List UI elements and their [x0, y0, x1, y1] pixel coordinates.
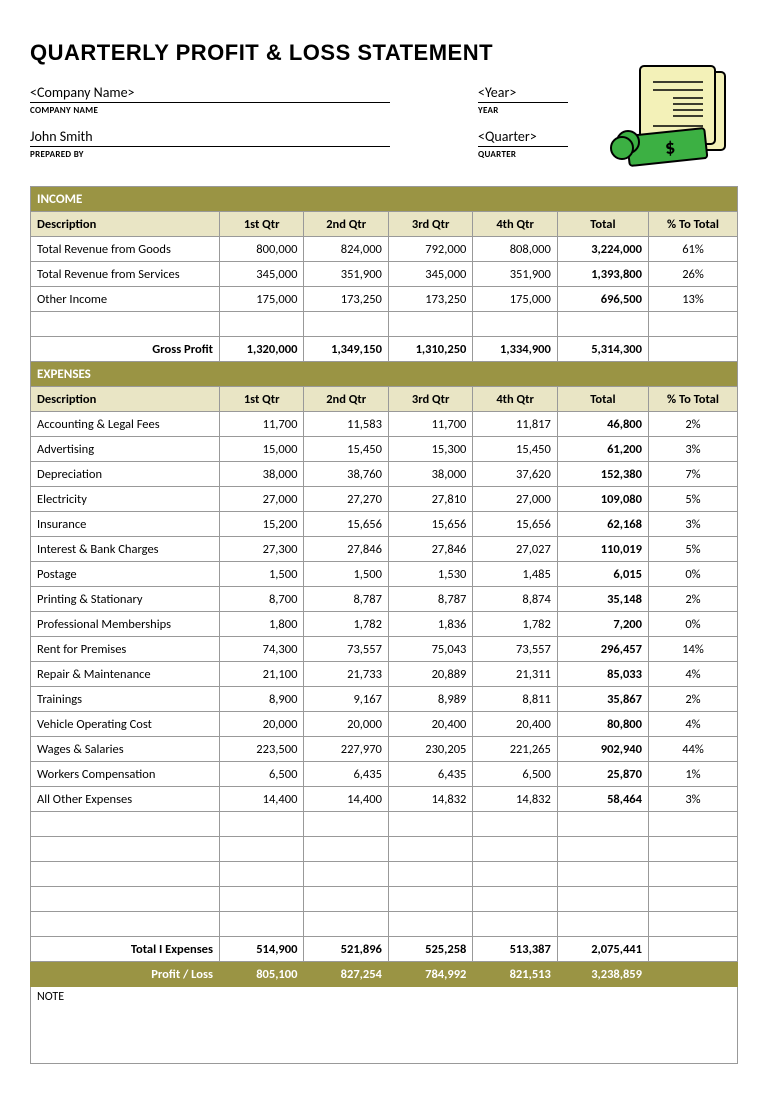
year-label: YEAR	[478, 105, 568, 116]
table-row: Interest & Bank Charges27,30027,84627,84…	[31, 537, 738, 562]
column-header: 3rd Qtr	[388, 387, 472, 412]
prepared-field: John Smith PREPARED BY	[30, 128, 438, 160]
table-row: Printing & Stationary8,7008,7878,7878,87…	[31, 587, 738, 612]
table-row: Insurance15,20015,65615,65615,65662,1683…	[31, 512, 738, 537]
column-header: % To Total	[648, 387, 737, 412]
table-row: Workers Compensation6,5006,4356,4356,500…	[31, 762, 738, 787]
table-row: Accounting & Legal Fees11,70011,58311,70…	[31, 412, 738, 437]
year-value[interactable]: <Year>	[478, 84, 568, 103]
column-header: 4th Qtr	[473, 212, 557, 237]
column-header: % To Total	[648, 212, 737, 237]
table-row: Wages & Salaries223,500227,970230,205221…	[31, 737, 738, 762]
column-header: Total	[557, 387, 648, 412]
section-header: EXPENSES	[31, 362, 738, 387]
table-row: Professional Memberships1,8001,7821,8361…	[31, 612, 738, 637]
table-row: Postage1,5001,5001,5301,4856,0150%	[31, 562, 738, 587]
column-header: 2nd Qtr	[304, 212, 388, 237]
money-clipart-icon: $	[598, 64, 738, 174]
summary-row: Gross Profit1,320,0001,349,1501,310,2501…	[31, 337, 738, 362]
company-value[interactable]: <Company Name>	[30, 84, 390, 103]
column-header: Description	[31, 212, 220, 237]
column-header: 3rd Qtr	[388, 212, 472, 237]
table-row: Other Income175,000173,250173,250175,000…	[31, 287, 738, 312]
quarter-label: QUARTER	[478, 149, 568, 160]
section-header: INCOME	[31, 187, 738, 212]
pnl-table: INCOMEDescription1st Qtr2nd Qtr3rd Qtr4t…	[30, 186, 738, 987]
company-field: <Company Name> COMPANY NAME	[30, 84, 438, 116]
column-header: 1st Qtr	[219, 387, 303, 412]
quarter-value[interactable]: <Quarter>	[478, 128, 568, 147]
table-row: Total Revenue from Services345,000351,90…	[31, 262, 738, 287]
summary-row: Profit / Loss805,100827,254784,992821,51…	[31, 962, 738, 987]
column-header: 2nd Qtr	[304, 387, 388, 412]
table-row: Rent for Premises74,30073,55775,04373,55…	[31, 637, 738, 662]
table-row: All Other Expenses14,40014,40014,83214,8…	[31, 787, 738, 812]
table-row: Vehicle Operating Cost20,00020,00020,400…	[31, 712, 738, 737]
company-label: COMPANY NAME	[30, 105, 438, 116]
summary-row: Total I Expenses514,900521,896525,258513…	[31, 937, 738, 962]
note-area[interactable]: NOTE	[30, 987, 738, 1064]
table-row: Depreciation38,00038,76038,00037,620152,…	[31, 462, 738, 487]
column-header: Description	[31, 387, 220, 412]
table-row: Trainings8,9009,1678,9898,81135,8672%	[31, 687, 738, 712]
prepared-value[interactable]: John Smith	[30, 128, 390, 147]
table-row: Electricity27,00027,27027,81027,000109,0…	[31, 487, 738, 512]
header-fields: <Company Name> COMPANY NAME John Smith P…	[30, 84, 738, 172]
page-title: QUARTERLY PROFIT & LOSS STATEMENT	[30, 40, 738, 66]
quarter-field: <Quarter> QUARTER	[478, 128, 568, 160]
column-header: 4th Qtr	[473, 387, 557, 412]
table-row: Total Revenue from Goods800,000824,00079…	[31, 237, 738, 262]
table-row: Repair & Maintenance21,10021,73320,88921…	[31, 662, 738, 687]
table-row: Advertising15,00015,45015,30015,45061,20…	[31, 437, 738, 462]
column-header: Total	[557, 212, 648, 237]
prepared-label: PREPARED BY	[30, 149, 438, 160]
year-field: <Year> YEAR	[478, 84, 568, 116]
column-header: 1st Qtr	[219, 212, 303, 237]
